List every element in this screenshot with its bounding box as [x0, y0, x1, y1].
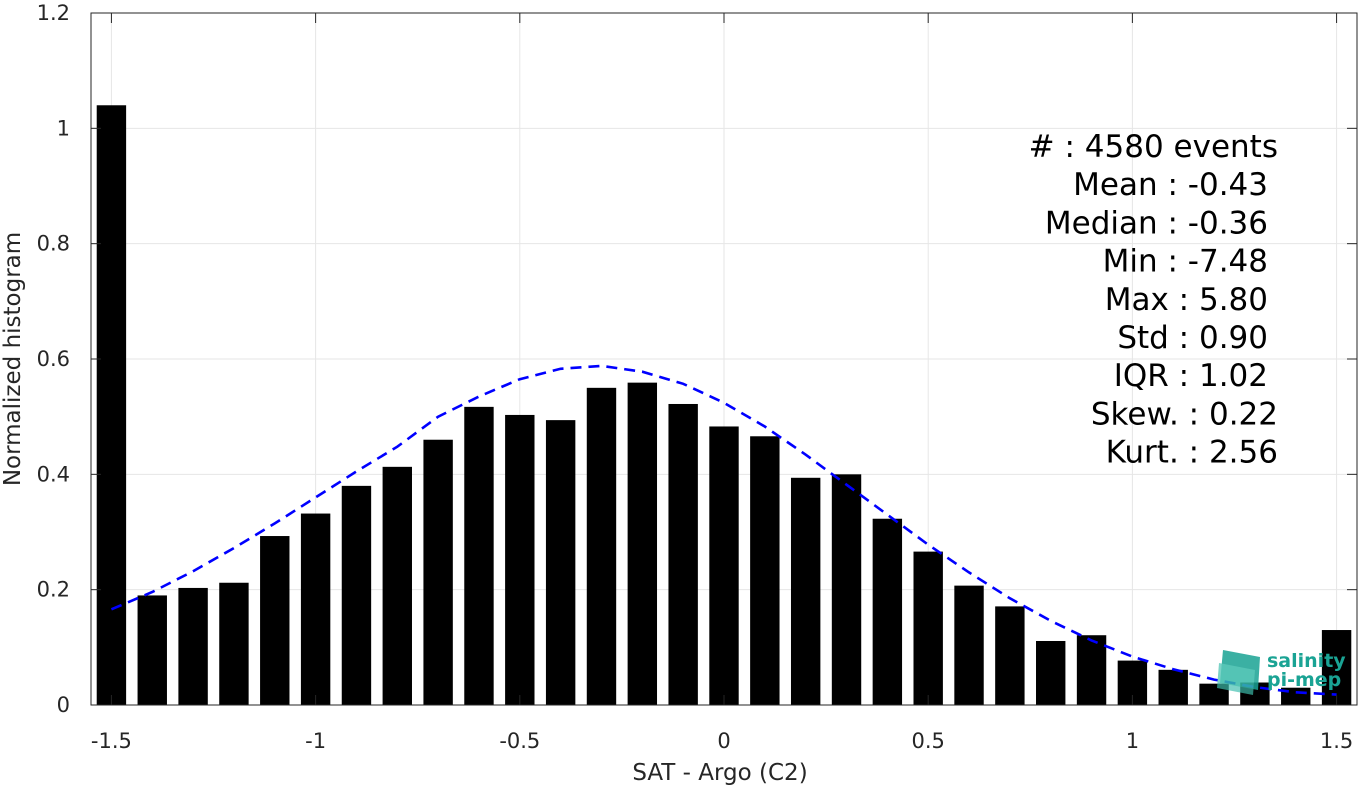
histogram-bar: [1158, 669, 1188, 705]
histogram-bar: [750, 436, 780, 705]
histogram-bar: [790, 477, 821, 705]
histogram-bar: [831, 474, 862, 705]
histogram-bar: [1076, 635, 1107, 705]
stat-line: Mean : -0.43: [1073, 167, 1268, 203]
y-tick-label: 0.8: [37, 232, 70, 256]
histogram-bar: [260, 536, 290, 705]
x-axis-ticks: -1.5 -1 -0.5 0 0.5 1 1.5: [91, 13, 1353, 753]
x-tick-label: -1.5: [91, 729, 132, 753]
histogram-bar: [668, 403, 698, 705]
x-tick-label: 0: [717, 729, 730, 753]
histogram-bar: [300, 513, 331, 705]
histogram-bar: [913, 551, 943, 705]
histogram-bar: [505, 414, 535, 705]
stat-line: Max : 5.80: [1105, 282, 1268, 318]
histogram-bar: [954, 585, 984, 705]
histogram-bar: [627, 382, 658, 705]
histogram-bar: [423, 439, 453, 705]
logo-text-line1: salinity: [1267, 650, 1346, 672]
stat-line: Min : -7.48: [1103, 244, 1268, 280]
y-tick-label: 1: [57, 116, 70, 140]
x-tick-label: -1: [305, 729, 326, 753]
x-tick-label: 1.5: [1320, 729, 1353, 753]
y-tick-label: 0: [57, 693, 70, 717]
y-tick-label: 0.4: [37, 462, 70, 486]
stat-line: Skew. : 0.22: [1091, 396, 1278, 432]
histogram-bar: [1321, 630, 1352, 705]
x-tick-label: 1: [1126, 729, 1139, 753]
stat-line: Std : 0.90: [1117, 320, 1268, 356]
histogram-bar: [219, 582, 249, 705]
y-tick-label: 0.2: [37, 578, 70, 602]
histogram-bar: [382, 466, 412, 705]
histogram-bar: [341, 485, 372, 705]
stat-line: # : 4580 events: [1029, 129, 1278, 165]
x-tick-label: -0.5: [499, 729, 540, 753]
histogram-bar: [178, 587, 208, 705]
salinity-pi-mep-logo: salinity pi-mep: [1217, 650, 1346, 695]
y-axis-ticks: 0 0.2 0.4 0.6 0.8 1 1.2: [37, 1, 1357, 717]
histogram-bar: [586, 387, 617, 705]
y-axis-label: Normalized histogram: [0, 232, 26, 486]
logo-text-line2: pi-mep: [1267, 669, 1341, 691]
y-tick-label: 0.6: [37, 347, 70, 371]
x-axis-label: SAT - Argo (C2): [632, 760, 807, 786]
histogram-bar: [1199, 683, 1229, 705]
histogram-bar: [545, 420, 576, 705]
histogram-bar: [137, 595, 167, 705]
histogram-bars: [96, 105, 1352, 706]
stat-line: IQR : 1.02: [1114, 358, 1268, 394]
histogram-bar: [1036, 640, 1066, 705]
stat-line: Kurt. : 2.56: [1106, 435, 1278, 471]
histogram-bar: [995, 606, 1025, 705]
histogram-bar: [872, 518, 903, 705]
x-tick-label: 0.5: [911, 729, 944, 753]
logo-emblem-icon: [1217, 650, 1260, 695]
histogram-bar: [464, 406, 494, 705]
y-tick-label: 1.2: [37, 1, 70, 25]
histogram-bar: [96, 105, 127, 706]
histogram-bar: [709, 426, 739, 705]
stat-line: Median : -0.36: [1045, 205, 1268, 241]
